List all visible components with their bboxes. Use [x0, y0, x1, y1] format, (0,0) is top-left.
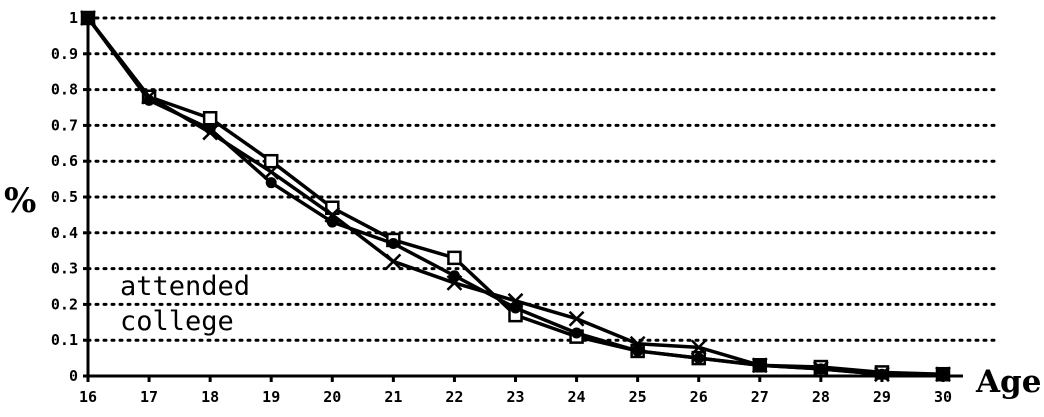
y-tick-label: 0.9 — [51, 45, 78, 63]
point-square — [263, 153, 279, 169]
point-x — [690, 339, 707, 356]
point-dot — [754, 359, 766, 371]
point-x-stroke — [385, 253, 402, 270]
point-dot — [632, 345, 644, 357]
point-dot — [876, 368, 888, 380]
point-square — [447, 250, 462, 266]
x-axis-title: Age — [975, 364, 1041, 400]
point-x-stroke — [568, 310, 585, 327]
y-tick-label: 0.6 — [51, 152, 78, 170]
y-tick-label: 0.2 — [51, 295, 78, 313]
point-dot — [510, 302, 521, 314]
y-tick-label: 0.3 — [51, 260, 78, 278]
point-dot — [571, 327, 583, 339]
x-tick-label: 18 — [201, 388, 219, 406]
x-tick-label: 27 — [751, 388, 769, 406]
x-tick-label: 26 — [690, 388, 708, 406]
x-tick-label: 17 — [140, 388, 158, 406]
series-group — [80, 10, 951, 383]
point-dot — [448, 270, 460, 282]
x-tick-label: 29 — [873, 388, 891, 406]
point-dot — [693, 352, 705, 364]
y-tick-label: 0.8 — [51, 81, 78, 99]
point-x — [568, 310, 585, 327]
x-tick-label: 25 — [629, 388, 647, 406]
point-dot — [815, 363, 827, 375]
tick-labels: 0 0.1 0.2 0.3 0.4 0.5 0.6 0.7 0.8 0.9 1 16 17 18 19 20 2… — [51, 9, 952, 406]
point-dot — [265, 177, 277, 189]
annotation-line-1: attended — [120, 271, 250, 302]
x-tick-label: 30 — [934, 388, 952, 406]
x-tick-label: 21 — [384, 388, 402, 406]
y-tick-label: 0.4 — [51, 224, 78, 242]
grid — [86, 16, 1002, 342]
x-tick-label: 28 — [812, 388, 830, 406]
series-dot — [82, 12, 949, 380]
y-tick-label: 1 — [69, 9, 78, 27]
point-dot — [204, 123, 216, 135]
y-tick-label: 0.7 — [51, 116, 78, 134]
point-dot — [387, 238, 399, 250]
x-tick-label: 23 — [506, 388, 524, 406]
point-dot — [82, 12, 94, 24]
annotation-line-2: college — [120, 306, 234, 337]
point-dot — [937, 368, 949, 380]
point-square — [202, 110, 218, 126]
point-dot — [326, 216, 338, 228]
x-tick-label: 16 — [79, 388, 97, 406]
y-tick-label: 0.5 — [51, 188, 78, 206]
x-tick-label: 19 — [262, 388, 280, 406]
y-tick-label: 0 — [69, 367, 78, 385]
x-tick-label: 22 — [445, 388, 463, 406]
point-dot — [143, 94, 155, 106]
x-tick-label: 24 — [568, 388, 586, 406]
y-tick-label: 0.1 — [51, 331, 78, 349]
point-x — [385, 253, 402, 270]
point-x-stroke — [690, 339, 707, 356]
x-tick-label: 20 — [323, 388, 341, 406]
y-axis-title: % — [4, 181, 36, 221]
